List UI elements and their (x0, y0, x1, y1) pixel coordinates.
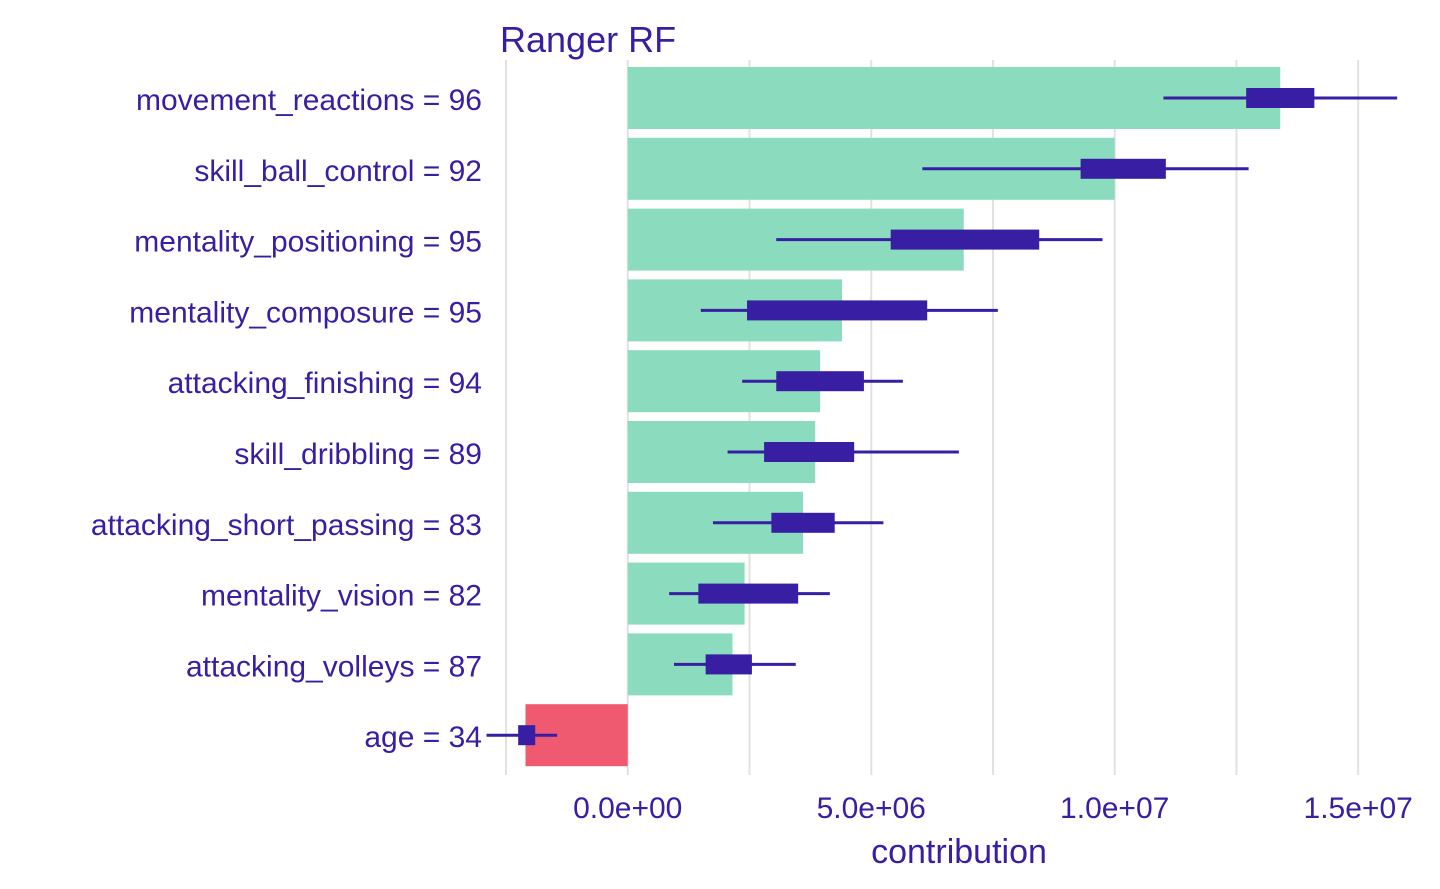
x-axis-tick-labels: 0.0e+00 5.0e+06 1.0e+07 1.5e+07 (573, 792, 1413, 825)
interval-box (747, 300, 928, 321)
y-tick-label: skill_dribbling = 89 (234, 438, 482, 471)
intervals (486, 88, 1398, 746)
interval-box (705, 654, 752, 675)
chart-title: Ranger RF (500, 19, 676, 60)
interval-box (698, 583, 799, 604)
interval-box (764, 442, 855, 462)
x-tick-label: 1.0e+07 (1060, 792, 1169, 825)
interval-box (518, 725, 536, 746)
y-tick-label: attacking_finishing = 94 (168, 367, 482, 400)
y-tick-label: mentality_composure = 95 (129, 296, 482, 329)
x-tick-label: 5.0e+06 (817, 792, 926, 825)
y-axis-labels: movement_reactions = 96 skill_ball_contro… (91, 84, 482, 754)
interval-box (771, 512, 835, 533)
y-tick-label: mentality_positioning = 95 (134, 226, 482, 259)
interval-box (1080, 158, 1166, 179)
y-tick-label: age = 34 (364, 721, 482, 754)
x-tick-label: 0.0e+00 (573, 792, 682, 825)
y-tick-label: attacking_short_passing = 83 (91, 509, 482, 542)
interval-box (890, 229, 1040, 250)
y-tick-label: movement_reactions = 96 (136, 84, 482, 117)
x-axis-label: contribution (871, 833, 1047, 871)
interval-box (776, 371, 864, 392)
y-tick-label: skill_ball_control = 92 (194, 155, 482, 188)
y-tick-label: attacking_volleys = 87 (186, 650, 482, 683)
x-tick-label: 1.5e+07 (1304, 792, 1413, 825)
bars (525, 67, 1281, 767)
y-tick-label: mentality_vision = 82 (201, 580, 482, 613)
interval-box (1246, 88, 1315, 108)
